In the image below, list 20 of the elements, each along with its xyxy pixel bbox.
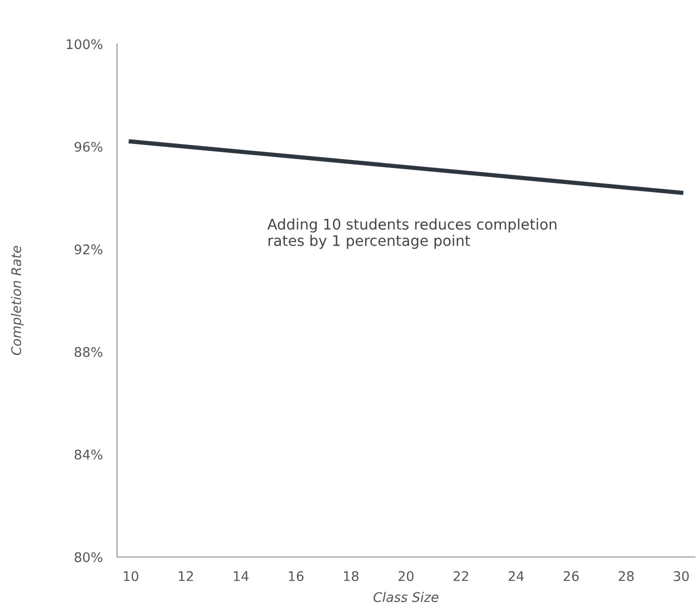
x-tick-label: 16	[288, 571, 304, 582]
x-tick-label: 14	[234, 571, 249, 581]
y-axis-title: Completion Rate	[10, 246, 24, 356]
y-tick-label: 80%	[74, 552, 102, 562]
x-tick-label: 24	[508, 571, 524, 581]
x-tick-label: 10	[124, 571, 138, 582]
x-tick-label: 28	[618, 571, 634, 582]
x-tick-label: 18	[344, 571, 358, 582]
x-tick-label: 30	[674, 571, 689, 582]
x-tick-label: 26	[564, 571, 579, 582]
y-tick-label: 100%	[66, 39, 102, 50]
x-tick-label: 20	[398, 571, 414, 582]
x-axis-title: Class Size	[374, 592, 438, 602]
x-tick-label: 22	[454, 571, 468, 581]
y-tick-label: 84%	[74, 450, 102, 460]
annotation: Adding 10 students reduces completion rates by 1 percentage point	[267, 218, 556, 249]
x-tick-label: 12	[178, 571, 193, 581]
y-tick-label: 92%	[74, 244, 102, 254]
y-tick-label: 96%	[74, 142, 102, 152]
y-tick-label: 88%	[74, 347, 102, 357]
